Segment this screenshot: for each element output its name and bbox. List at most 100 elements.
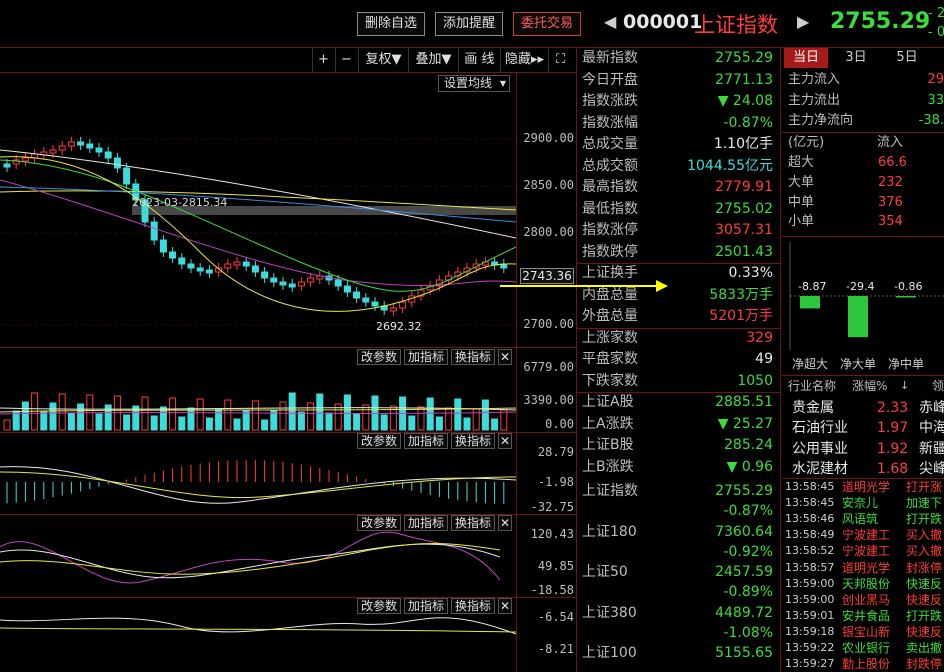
fund-row-value: 232: [878, 174, 903, 190]
quote-value: 2885.51: [715, 394, 773, 410]
overlay-menu[interactable]: 叠加▼: [408, 48, 458, 72]
quote-row: 指数跌停 2501.43: [577, 242, 777, 264]
tab-3day[interactable]: 3日: [845, 50, 867, 65]
tick-row[interactable]: 13:58:49 宁波建工 买入撤: [782, 527, 942, 543]
tick-time: 13:58:46: [785, 512, 835, 526]
switch-indicator-button[interactable]: 换指标: [451, 515, 495, 531]
tab-5day[interactable]: 5日: [896, 50, 918, 65]
tick-row[interactable]: 13:58:57 道明光学 封涨停: [782, 560, 942, 576]
tick-row[interactable]: 13:59:18 银宝山新 快速反: [782, 624, 942, 640]
quote-value: ▼ 24.08: [717, 93, 773, 109]
change-params-button[interactable]: 改参数: [357, 349, 401, 365]
trade-button[interactable]: 委托交易: [513, 12, 581, 36]
switch-indicator-button[interactable]: 换指标: [451, 598, 495, 614]
tick-row[interactable]: 13:58:45 道明光学 打开涨: [782, 479, 942, 495]
add-indicator-button[interactable]: 加指标: [404, 433, 448, 449]
sector-head[interactable]: 行业名称: [788, 379, 837, 393]
fund-row-value: 66.6: [878, 155, 907, 170]
tick-row[interactable]: 13:59:00 天邦股份 快速反: [782, 576, 942, 592]
quote-label: 平盘家数: [582, 351, 638, 367]
sector-head[interactable]: 领: [932, 379, 944, 393]
index-row[interactable]: 上证50 2457.59: [577, 562, 777, 584]
index-row[interactable]: 上证180 7360.64: [577, 522, 777, 544]
sort-arrow-icon[interactable]: ↓: [900, 379, 910, 392]
sector-row[interactable]: 公用事业 1.92 新疆: [782, 439, 944, 459]
index-pct: -0.92%: [723, 543, 773, 560]
quote-value: 1.10亿手: [713, 136, 773, 152]
sector-row[interactable]: 水泥建材 1.68 尖峰: [782, 459, 944, 479]
tick-row[interactable]: 13:58:52 宁波建工 买入撤: [782, 543, 942, 559]
switch-indicator-button[interactable]: 换指标: [451, 349, 495, 365]
kline-chart[interactable]: [0, 72, 516, 672]
tick-time: 13:59:22: [785, 641, 835, 654]
quote-row: 今日开盘 2771.13: [577, 70, 777, 92]
close-icon[interactable]: ✕: [498, 433, 512, 449]
zoom-in-button[interactable]: +: [312, 48, 334, 72]
set-ma-dropdown[interactable]: 设置均线 ▼: [438, 75, 510, 92]
price-axis-label: 2800.00: [523, 225, 574, 239]
fund-flow: 主力流入 29 主力流出 33 主力净流向 -38.: [782, 70, 944, 134]
net-flow-value: -0.86: [894, 280, 922, 293]
annotation-arrow-icon: [500, 280, 668, 292]
net-flow-value: -29.4: [846, 280, 874, 293]
quote-panel: 最新指数 2755.29 今日开盘 2771.13 指数涨跌 ▼ 24.08 指数涨幅 -0.…: [577, 48, 780, 478]
quote-value: 5201万手: [709, 308, 773, 324]
sector-row[interactable]: 贵金属 2.33 赤峰: [782, 398, 944, 418]
net-flow-caption: 净中单: [888, 356, 924, 370]
close-icon[interactable]: ✕: [498, 515, 512, 531]
tick-row[interactable]: 13:59:00 创业黑马 快速反: [782, 592, 942, 608]
change-params-button[interactable]: 改参数: [357, 598, 401, 614]
tick-action: 打开跌: [906, 608, 943, 623]
net-flow-bar: [896, 296, 916, 298]
price-axis-label: 2900.00: [523, 131, 574, 145]
tick-stock: 银宝山新: [842, 624, 891, 639]
index-row[interactable]: 上证380 4489.72: [577, 603, 777, 625]
tick-action: 打开涨: [906, 480, 943, 494]
switch-indicator-button[interactable]: 换指标: [451, 433, 495, 449]
hide-menu[interactable]: 隐藏▸▸: [500, 48, 548, 72]
sector-row[interactable]: 石油行业 1.97 中海: [782, 418, 944, 438]
add-indicator-button[interactable]: 加指标: [404, 598, 448, 614]
index-row[interactable]: 上证指数 2755.29: [577, 481, 777, 503]
tick-time: 13:59:00: [785, 592, 835, 606]
draw-line-button[interactable]: 画 线: [458, 48, 500, 72]
add-indicator-button[interactable]: 加指标: [404, 349, 448, 365]
tab-today[interactable]: 当日: [784, 48, 828, 68]
add-indicator-button[interactable]: 加指标: [404, 515, 448, 531]
tick-action: 封涨停: [906, 560, 943, 575]
zoom-out-button[interactable]: −: [335, 48, 357, 72]
quote-value: 2771.13: [715, 71, 773, 88]
delete-favorite-button[interactable]: 删除自选: [357, 12, 425, 36]
sector-head[interactable]: 涨幅%: [852, 379, 888, 393]
close-icon[interactable]: ✕: [498, 349, 512, 365]
index-row[interactable]: 上证100 5155.65: [577, 643, 777, 665]
prev-stock-icon[interactable]: ◀: [604, 12, 617, 31]
tick-stock: 宁波建工: [842, 528, 891, 543]
price-axis: 2900.00 2850.00 2800.00 2700.00 2743.36: [518, 72, 576, 347]
index-value: 7360.64: [715, 523, 773, 540]
tick-row[interactable]: 13:59:22 农业银行 卖出撤: [782, 640, 942, 656]
net-flow-value: -8.87: [798, 280, 826, 293]
add-alert-button[interactable]: 添加提醒: [435, 12, 503, 36]
quote-label: 今日开盘: [582, 71, 638, 88]
close-icon[interactable]: ✕: [498, 598, 512, 614]
change-params-button[interactable]: 改参数: [357, 433, 401, 449]
net-flow-bar: [800, 296, 820, 309]
index-name: 上证180: [582, 523, 637, 540]
sector-pct: 1.68: [877, 460, 909, 477]
tick-row[interactable]: 13:58:45 安奈儿 加速下: [782, 495, 942, 511]
next-stock-icon[interactable]: ▶: [797, 12, 810, 31]
price-axis-label: 2700.00: [523, 317, 574, 331]
quote-value: 1050: [737, 372, 773, 389]
tick-stock: 安奈儿: [842, 496, 879, 511]
tick-row[interactable]: 13:59:01 安井食品 打开跌: [782, 608, 942, 624]
fund-flow-row: 主力净流向 -38.: [788, 111, 944, 131]
fuquan-menu[interactable]: 复权▼: [358, 48, 408, 72]
fullscreen-icon[interactable]: ⛶: [548, 48, 572, 72]
tick-time: 13:58:52: [785, 544, 835, 558]
tick-row[interactable]: 13:58:46 风语筑 打开跌: [782, 511, 942, 527]
change-params-button[interactable]: 改参数: [357, 515, 401, 531]
quote-value: ▼ 0.96: [726, 458, 773, 475]
tick-row[interactable]: 13:59:27 勤上股份 封跌停: [782, 656, 942, 672]
fund-table-head: 流入: [877, 135, 904, 150]
